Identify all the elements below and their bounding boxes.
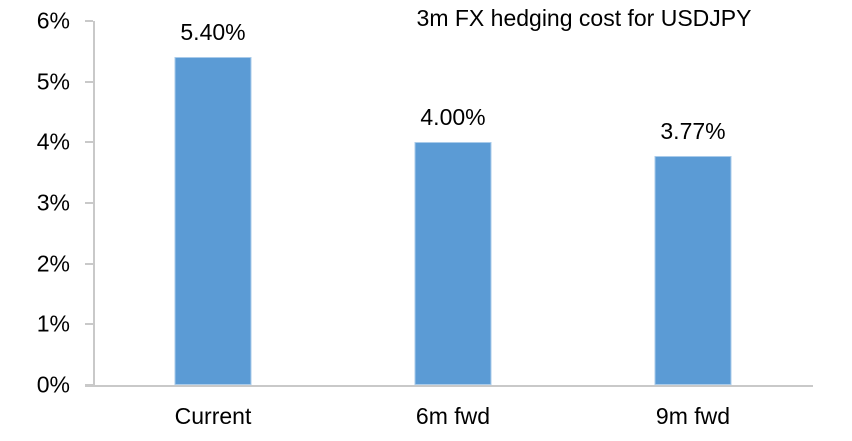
bar-value-label: 5.40% (180, 19, 246, 46)
y-axis-tick (85, 202, 93, 204)
x-axis-line (85, 385, 813, 387)
y-axis-tick-label: 6% (36, 7, 70, 34)
y-axis-tick-label: 3% (36, 189, 70, 216)
bar (654, 156, 732, 385)
bar (174, 57, 252, 385)
y-axis-tick (85, 262, 93, 265)
bar-value-label: 4.00% (420, 104, 486, 131)
y-axis-tick (85, 20, 93, 22)
plot-area: 0% 1% 2% 3% 4% 5% 6% 5.40% Current 4.00% 6m fwd 3.7… (37, 9, 813, 429)
bar-value-label: 3.77% (660, 118, 726, 144)
x-axis-category-label: Current (174, 403, 252, 429)
y-axis-tick (85, 384, 93, 386)
bar (414, 142, 492, 385)
chart-title: 3m FX hedging cost for USDJPY (416, 5, 752, 31)
y-axis-tick-label: 2% (36, 250, 70, 277)
y-axis-tick-label: 0% (36, 371, 70, 398)
x-axis-category-label: 9m fwd (655, 403, 731, 429)
x-axis-category-label: 6m fwd (415, 403, 491, 429)
y-axis-line (93, 21, 95, 387)
y-axis-tick (85, 141, 93, 144)
y-axis-tick (85, 323, 93, 326)
y-axis-tick-label: 4% (36, 128, 70, 155)
y-axis-tick (85, 80, 93, 83)
y-axis-tick-label: 5% (36, 68, 70, 95)
y-axis-tick-label: 1% (36, 310, 70, 337)
